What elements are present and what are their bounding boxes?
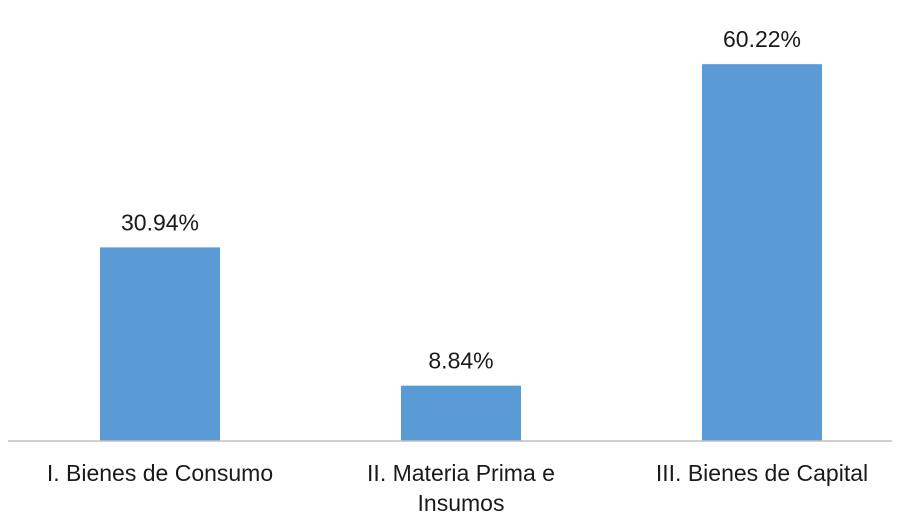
data-labels-layer: 30.94% 8.84% 60.22% xyxy=(121,26,801,374)
category-label-2-line-1: II. Materia Prima e xyxy=(367,460,555,486)
category-labels-layer: I. Bienes de Consumo II. Materia Prima e I… xyxy=(47,460,868,516)
category-label-2-line-2: Insumos xyxy=(418,490,505,515)
data-label-1: 30.94% xyxy=(121,209,199,235)
category-label-1: I. Bienes de Consumo xyxy=(47,460,273,486)
bar-2 xyxy=(401,385,521,441)
category-label-3: III. Bienes de Capital xyxy=(656,460,868,486)
data-label-3: 60.22% xyxy=(723,26,801,52)
bar-3 xyxy=(702,64,822,442)
bars-layer xyxy=(100,64,822,442)
bar-1 xyxy=(100,247,220,441)
data-label-2: 8.84% xyxy=(428,348,493,374)
